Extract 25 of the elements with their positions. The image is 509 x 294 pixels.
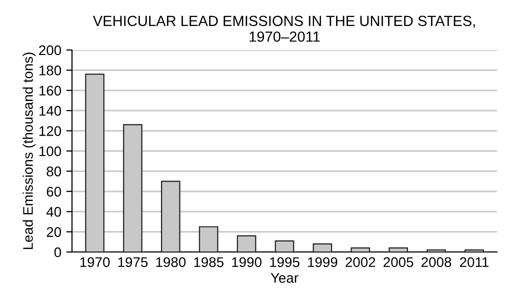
chart-title: VEHICULAR LEAD EMISSIONS IN THE UNITED STATES, 1970–2011 <box>92 16 475 42</box>
y-tick-label: 100 <box>39 146 62 156</box>
y-tick-label: 200 <box>39 45 62 56</box>
x-axis-title: Year <box>270 273 298 283</box>
x-tick-label: 2008 <box>422 257 452 268</box>
y-tick-label: 60 <box>46 186 62 197</box>
x-tick-label: 2002 <box>346 257 376 268</box>
x-tick-label: 2011 <box>460 257 488 268</box>
x-tick-label: 1995 <box>270 257 300 268</box>
y-axis-title: Lead Emissions (thousand tons) <box>22 52 36 250</box>
y-tick-label: 180 <box>39 66 62 76</box>
y-tick-label: 140 <box>39 106 62 116</box>
y-tick-label: 160 <box>39 86 62 96</box>
x-tick-label: 1999 <box>308 257 338 268</box>
x-tick-label: 1980 <box>156 257 186 268</box>
x-tick-label: 1985 <box>194 257 224 268</box>
y-tick-label: 20 <box>46 227 62 237</box>
y-tick-label: 0 <box>54 247 62 258</box>
y-tick-label: 120 <box>39 126 62 136</box>
x-tick-label: 2005 <box>384 257 414 268</box>
y-tick-label: 80 <box>46 166 62 176</box>
y-tick-label: 40 <box>46 206 62 217</box>
x-tick-label: 1975 <box>118 257 148 268</box>
x-tick-label: 1970 <box>80 257 110 268</box>
x-tick-label: 1990 <box>232 257 262 268</box>
